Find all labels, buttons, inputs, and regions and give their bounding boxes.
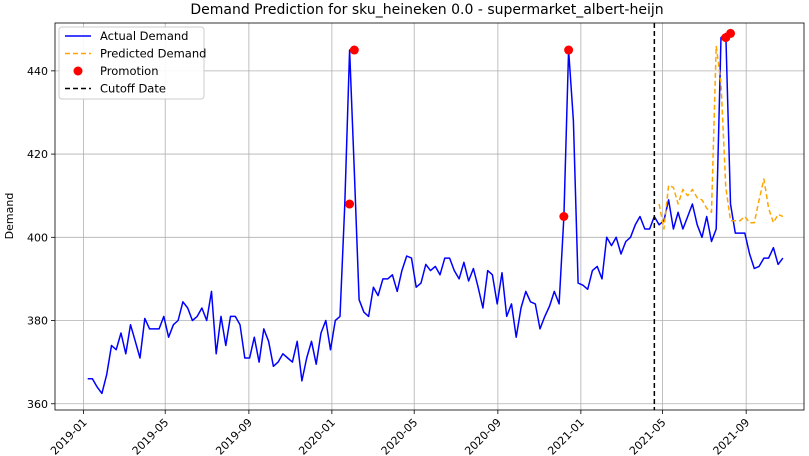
- x-tick-label: 2019-05: [130, 416, 172, 456]
- promotion-markers: [345, 28, 736, 221]
- y-tick-label: 360: [27, 398, 48, 411]
- legend-predicted-label: Predicted Demand: [100, 47, 206, 61]
- series-layer: [87, 23, 784, 410]
- promotion-marker: [726, 28, 736, 38]
- predicted-demand-line: [658, 45, 784, 230]
- x-tick-label: 2021-05: [627, 416, 669, 456]
- y-tick-label: 440: [27, 65, 48, 78]
- legend-cutoff-label: Cutoff Date: [100, 82, 166, 96]
- x-tick-label: 2019-01: [48, 416, 90, 456]
- promotion-marker: [345, 199, 355, 209]
- y-tick-label: 420: [27, 148, 48, 161]
- plot-frame: [54, 22, 805, 411]
- legend-box: [58, 26, 205, 100]
- promotion-marker: [349, 45, 359, 55]
- axis-ticks: 2019-01 2019-05 2019-09 2020-01 2020-05 2020-…: [27, 65, 752, 456]
- chart-title: Demand Prediction for sku_heineken 0.0 -…: [190, 2, 663, 18]
- x-tick-label: 2021-09: [711, 416, 753, 456]
- legend-promotion-label: Promotion: [100, 64, 159, 78]
- y-tick-label: 380: [27, 315, 48, 328]
- legend-actual-label: Actual Demand: [100, 29, 188, 43]
- y-axis-label: Demand: [3, 193, 16, 240]
- y-tick-label: 400: [27, 231, 48, 244]
- legend-promotion-swatch: [73, 66, 83, 76]
- legend: Actual Demand Predicted Demand Promotion Cu…: [58, 26, 206, 100]
- x-tick-label: 2020-09: [462, 416, 504, 456]
- x-tick-label: 2021-01: [545, 416, 587, 456]
- grid: [55, 23, 804, 410]
- x-tick-label: 2020-05: [379, 416, 421, 456]
- promotion-marker: [564, 45, 574, 55]
- x-tick-label: 2020-01: [296, 416, 338, 456]
- actual-demand-line: [87, 32, 784, 395]
- promotion-marker: [559, 212, 569, 221]
- x-tick-label: 2019-09: [213, 416, 255, 456]
